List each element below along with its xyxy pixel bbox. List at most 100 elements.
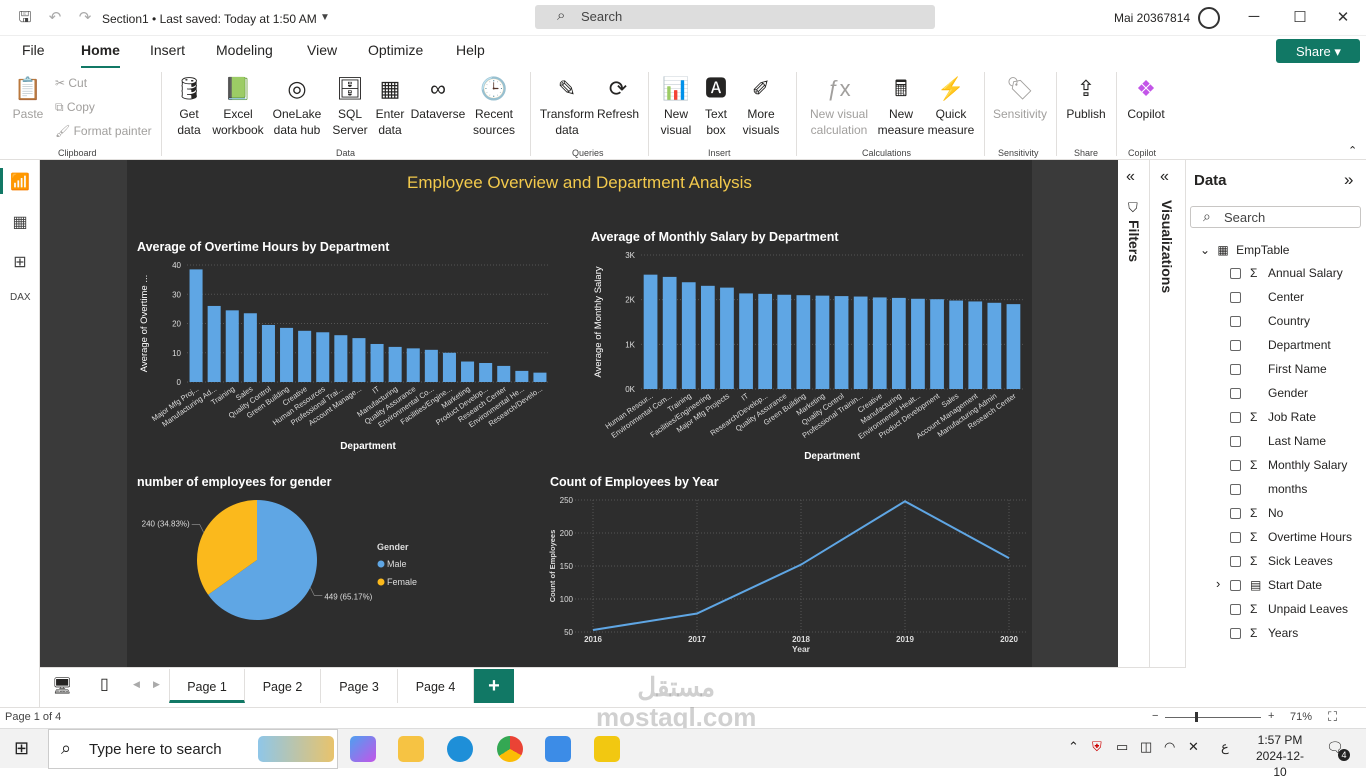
store-icon[interactable] — [545, 736, 571, 762]
quick-measure-button[interactable]: ⚡ Quick measure — [926, 74, 976, 138]
chrome-icon[interactable] — [497, 736, 523, 762]
cut-button[interactable]: ✂ Cut — [55, 76, 88, 90]
visualizations-label[interactable]: Visualizations — [1159, 200, 1175, 294]
copilot-button[interactable]: ❖ Copilot — [1122, 74, 1170, 122]
table-view-icon[interactable]: ▦ — [12, 214, 28, 231]
field-checkbox[interactable] — [1230, 292, 1241, 303]
field-checkbox[interactable] — [1230, 412, 1241, 423]
text-box-button[interactable]: 🅰 Text box — [698, 74, 734, 138]
field-checkbox[interactable] — [1230, 364, 1241, 375]
fit-page-icon[interactable]: ⛶ — [1328, 709, 1338, 724]
format-painter-button[interactable]: 🖌 Format painter — [55, 124, 152, 138]
field-checkbox[interactable] — [1230, 268, 1241, 279]
menu-optimize[interactable]: Optimize — [368, 42, 424, 58]
mobile-layout-icon[interactable]: ▯ — [100, 676, 109, 693]
field-checkbox[interactable] — [1230, 556, 1241, 567]
get-data-button[interactable]: 🛢 Get data — [167, 74, 211, 138]
copilot-app-icon[interactable] — [350, 736, 376, 762]
zoom-slider-handle[interactable] — [1195, 712, 1198, 722]
battery-icon[interactable]: ▭ — [1116, 739, 1129, 754]
page-tab-4[interactable]: Page 4 — [398, 669, 474, 703]
data-search-input[interactable]: ⌕ Search — [1190, 206, 1361, 228]
expand-viz-icon[interactable]: « — [1160, 168, 1169, 185]
share-button[interactable]: Share ▾ — [1276, 39, 1360, 63]
close-icon[interactable]: ✕ — [1336, 9, 1350, 26]
field-checkbox[interactable] — [1230, 604, 1241, 615]
document-title[interactable]: Section1 • Last saved: Today at 1:50 AM — [102, 12, 317, 26]
page-tab-3[interactable]: Page 3 — [321, 669, 398, 703]
new-visual-button[interactable]: 📊 New visual — [656, 74, 696, 138]
onelake-button[interactable]: ◎ OneLake data hub — [266, 74, 328, 138]
visualizations-pane[interactable]: « Visualizations — [1150, 160, 1186, 707]
field-checkbox[interactable] — [1230, 316, 1241, 327]
collapse-data-icon[interactable]: » — [1344, 170, 1354, 189]
page-tab-1[interactable]: Page 1 — [169, 669, 245, 703]
page-tab-2[interactable]: Page 2 — [245, 669, 321, 703]
prev-page-icon[interactable]: ◀ — [133, 679, 140, 689]
sql-server-button[interactable]: 🗄 SQL Server — [330, 74, 370, 138]
menu-modeling[interactable]: Modeling — [216, 42, 273, 58]
save-icon[interactable]: 🖫 — [18, 9, 32, 26]
wifi-icon[interactable]: ◠ — [1164, 739, 1176, 754]
security-icon[interactable]: ⛨ — [1092, 739, 1102, 754]
collapse-ribbon-icon[interactable]: ⌃ — [1348, 145, 1358, 157]
volume-icon[interactable]: ✕ — [1188, 739, 1199, 754]
user-name[interactable]: Mai 20367814 — [1114, 11, 1191, 25]
desktop-layout-icon[interactable]: 🖥 — [52, 678, 73, 695]
zoom-in-icon[interactable]: + — [1268, 710, 1275, 722]
avatar[interactable] — [1198, 7, 1220, 29]
transform-data-button[interactable]: ✎ Transform data — [538, 74, 596, 138]
chevron-down-icon[interactable]: ▼ — [320, 12, 330, 23]
field-checkbox[interactable] — [1230, 508, 1241, 519]
field-checkbox[interactable] — [1230, 532, 1241, 543]
clock[interactable]: 1:57 PM 2024-12-10 — [1250, 732, 1310, 780]
field-checkbox[interactable] — [1230, 628, 1241, 639]
gender-pie-chart[interactable]: 449 (65.17%) 240 (34.83%) Gender Male Female — [127, 490, 527, 660]
collapse-filters-icon[interactable]: « — [1126, 168, 1135, 185]
copy-button[interactable]: ⧉ Copy — [55, 100, 95, 114]
powerbi-icon[interactable] — [594, 736, 620, 762]
menu-help[interactable]: Help — [456, 42, 485, 58]
dataverse-button[interactable]: ∞ Dataverse — [410, 74, 466, 122]
field-checkbox[interactable] — [1230, 460, 1241, 471]
edge-icon[interactable] — [447, 736, 473, 762]
network-icon[interactable]: ◫ — [1140, 739, 1153, 754]
model-view-icon[interactable]: ⊞ — [13, 254, 27, 271]
language-indicator[interactable]: ع — [1221, 739, 1229, 754]
field-checkbox[interactable] — [1230, 340, 1241, 351]
year-line-chart[interactable]: 50 100 150 200 250 2016 2017 2018 2019 2020 Year Co… — [545, 490, 1030, 660]
filters-label[interactable]: Filters — [1126, 220, 1142, 263]
chevron-right-icon[interactable]: › — [1216, 576, 1221, 591]
undo-icon[interactable]: ↶ — [48, 9, 62, 26]
zoom-slider[interactable] — [1165, 717, 1261, 718]
redo-icon[interactable]: ↷ — [78, 9, 92, 26]
excel-workbook-button[interactable]: 📗 Excel workbook — [210, 74, 266, 138]
new-visual-calculation-button[interactable]: ƒx New visual calculation — [802, 74, 876, 138]
windows-start-icon[interactable]: ⊞ — [14, 738, 30, 758]
field-checkbox[interactable] — [1230, 436, 1241, 447]
field-checkbox[interactable] — [1230, 484, 1241, 495]
publish-button[interactable]: ⇪ Publish — [1064, 74, 1108, 122]
file-explorer-icon[interactable] — [398, 736, 424, 762]
zoom-out-icon[interactable]: − — [1152, 710, 1159, 722]
sensitivity-button[interactable]: 🏷 Sensitivity — [990, 74, 1050, 122]
refresh-button[interactable]: ⟳ Refresh — [596, 74, 640, 122]
add-page-button[interactable]: + — [474, 669, 514, 703]
minimize-icon[interactable]: ─ — [1248, 8, 1260, 25]
show-hidden-icons[interactable]: ⌃ — [1068, 739, 1079, 754]
recent-sources-button[interactable]: 🕒 Recent sources — [466, 74, 522, 138]
field-checkbox[interactable] — [1230, 388, 1241, 399]
global-search[interactable]: ⌕ Search — [535, 5, 935, 29]
dax-query-icon[interactable]: DAX — [10, 292, 31, 303]
report-view-icon[interactable]: 📶 — [0, 168, 30, 194]
menu-view[interactable]: View — [307, 42, 338, 58]
paste-button[interactable]: 📋 Paste — [10, 74, 46, 122]
menu-insert[interactable]: Insert — [150, 42, 186, 58]
field-checkbox[interactable] — [1230, 580, 1241, 591]
menu-home[interactable]: Home — [81, 42, 120, 69]
more-visuals-button[interactable]: ✐ More visuals — [736, 74, 786, 138]
enter-data-button[interactable]: ▦ Enter data — [372, 74, 408, 138]
weather-widget-icon[interactable] — [258, 736, 334, 762]
